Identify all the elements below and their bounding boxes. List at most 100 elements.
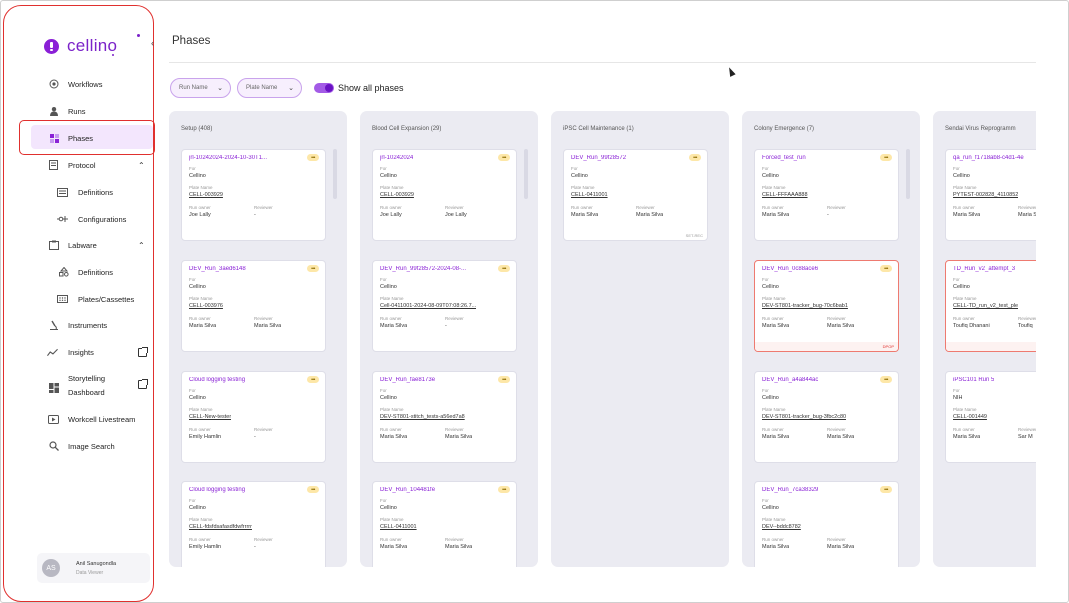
sidebar-item-plates-cassettes[interactable]: Plates/Cassettes — [4, 288, 153, 310]
run-name[interactable]: DEV_Run_3aed6148 — [189, 266, 246, 272]
more-options-icon[interactable]: ••• — [880, 376, 892, 383]
plate-name-link[interactable]: CELL-TD_run_v2_test_ple — [953, 303, 1019, 309]
run-name[interactable]: Cloud logging testing — [189, 487, 246, 493]
sidebar-item-configurations[interactable]: Configurations — [4, 208, 153, 230]
run-owner-label: Run owner — [189, 427, 211, 432]
external-link-icon[interactable] — [138, 346, 148, 357]
chevron-left-icon[interactable]: ‹ — [151, 38, 154, 48]
run-name[interactable]: jrl-10242024-2024-10-30T1... — [189, 155, 268, 161]
chevron-up-icon[interactable]: ⌃ — [138, 240, 145, 250]
run-name[interactable]: DEV_Run_a4a844ac — [762, 377, 819, 383]
plate-name-link[interactable]: CELL-003929 — [189, 192, 223, 198]
external-link-icon[interactable] — [138, 379, 148, 389]
plate-name-link[interactable]: CELL-New-tester — [189, 414, 232, 420]
scrollbar[interactable] — [524, 149, 528, 199]
run-owner-value: Maria Silva — [571, 212, 599, 218]
run-card[interactable]: Forced_test_run For Cellino Plate Name CELL-… — [754, 149, 899, 241]
for-label: For — [380, 166, 387, 171]
run-name[interactable]: DEV_Run_fae8173e — [380, 377, 436, 383]
chevron-up-icon[interactable]: ⌃ — [138, 160, 145, 170]
run-card[interactable]: TD_Run_v2_attempt_3 For Cellino Plate Name C… — [945, 260, 1036, 352]
plate-name-link[interactable]: CELL-003929 — [380, 192, 414, 198]
run-card[interactable]: iPSC101 Run 5 For NIH Plate Name CELL-001449… — [945, 371, 1036, 463]
run-name[interactable]: iPSC101 Run 5 — [953, 377, 995, 383]
plate-name-link[interactable]: DEV-ST801-tracker_bug-70c6bab1 — [762, 303, 848, 309]
run-name[interactable]: DEV_Run_7ca38329 — [762, 487, 819, 493]
plate-name-link[interactable]: CELL-001449 — [953, 414, 987, 420]
run-card[interactable]: jrl-10242024-2024-10-30T1... For Cellino Pl… — [181, 149, 326, 241]
more-options-icon[interactable]: ••• — [498, 376, 510, 383]
run-card[interactable]: DEV_Run_0c88ace6 For Cellino Plate Name DEV-… — [754, 260, 899, 352]
more-options-icon[interactable]: ••• — [880, 265, 892, 272]
plate-name-link[interactable]: DEV-ST801-stitch_tests-a56ed7a8 — [380, 414, 465, 420]
sidebar-item-labware-definitions[interactable]: Definitions — [4, 261, 153, 283]
user-profile[interactable]: AS Anil Sanugondla Data Viewer — [37, 553, 150, 583]
run-card[interactable]: DEV_Run_104481fe For Cellino Plate Name CELL… — [372, 481, 517, 567]
sidebar-item-label: Definitions — [78, 187, 114, 197]
more-options-icon[interactable]: ••• — [307, 486, 319, 493]
sidebar-item-instruments[interactable]: Instruments — [4, 314, 153, 336]
run-name[interactable]: DEV_Run_99f28572 — [571, 155, 627, 161]
sidebar-item-insights[interactable]: Insights — [4, 341, 153, 363]
column-title: Blood Cell Expansion (29) — [372, 126, 442, 132]
plate-name-link[interactable]: CELL-0411001 — [571, 192, 608, 198]
run-card[interactable]: Cloud logging testing For Cellino Plate Nam… — [181, 371, 326, 463]
run-owner-value: Emily Hamlin — [189, 544, 222, 550]
plate-name-link[interactable]: DEV-ST801-tracker_bug-3fbc2c80 — [762, 414, 847, 420]
logo-dot — [137, 34, 140, 37]
plate-name-link[interactable]: CELL-fdsfdsafasdfdwfrrrrr — [189, 524, 252, 530]
run-card[interactable]: DEV_Run_99f28572 For Cellino Plate Name CELL… — [563, 149, 708, 241]
sidebar-item-phases[interactable]: Phases — [4, 127, 153, 149]
run-owner-label: Run owner — [189, 205, 211, 210]
more-options-icon[interactable]: ••• — [498, 154, 510, 161]
more-options-icon[interactable]: ••• — [307, 376, 319, 383]
sidebar-item-runs[interactable]: Runs — [4, 100, 153, 122]
plate-name-link[interactable]: Cell-0411001-2024-08-09T07:08:26.7... — [380, 303, 477, 309]
sidebar-item-label-line2: Dashboard — [68, 388, 105, 397]
run-name[interactable]: DEV_Run_0c88ace6 — [762, 266, 819, 272]
run-card[interactable]: DEV_Run_fae8173e For Cellino Plate Name DEV-… — [372, 371, 517, 463]
run-name[interactable]: DEV_Run_104481fe — [380, 487, 436, 493]
run-card[interactable]: DEV_Run_a4a844ac For Cellino Plate Name DEV-… — [754, 371, 899, 463]
plate-name-filter[interactable]: Plate Name ⌄ — [237, 78, 302, 98]
for-label: For — [953, 166, 960, 171]
sidebar-item-protocol-definitions[interactable]: Definitions — [4, 181, 153, 203]
run-name[interactable]: TD_Run_v2_attempt_3 — [953, 266, 1016, 272]
sidebar-item-image-search[interactable]: Image Search — [4, 435, 153, 457]
sidebar-item-workcell-livestream[interactable]: Workcell Livestream — [4, 408, 153, 430]
more-options-icon[interactable]: ••• — [880, 154, 892, 161]
more-options-icon[interactable]: ••• — [880, 486, 892, 493]
plate-name-link[interactable]: CELL-003976 — [189, 303, 223, 309]
sidebar-item-protocol[interactable]: Protocol ⌃ — [4, 154, 153, 176]
show-all-phases-toggle[interactable] — [314, 83, 334, 93]
run-name-filter[interactable]: Run Name ⌄ — [170, 78, 231, 98]
more-options-icon[interactable]: ••• — [689, 154, 701, 161]
run-card[interactable]: DEV_Run_99f28572-2024-08-... For Cellino Pl… — [372, 260, 517, 352]
plate-name-link[interactable]: CELL-FFFAAA888 — [762, 192, 808, 198]
more-options-icon[interactable]: ••• — [307, 154, 319, 161]
run-name[interactable]: qa_run_f1718ab8-c4d1-4e — [953, 155, 1024, 161]
scrollbar[interactable] — [333, 149, 337, 199]
more-options-icon[interactable]: ••• — [498, 265, 510, 272]
run-name[interactable]: Cloud logging testing — [189, 377, 246, 383]
run-name[interactable]: Forced_test_run — [762, 155, 806, 161]
more-options-icon[interactable]: ••• — [307, 265, 319, 272]
run-card[interactable]: DEV_Run_3aed6148 For Cellino Plate Name CELL… — [181, 260, 326, 352]
plate-name-link[interactable]: DEV--bddc8782 — [762, 524, 801, 530]
search-icon — [48, 441, 59, 452]
run-card[interactable]: DEV_Run_7ca38329 For Cellino Plate Name DEV-… — [754, 481, 899, 567]
sidebar-item-labware[interactable]: Labware ⌃ — [4, 234, 153, 256]
more-options-icon[interactable]: ••• — [498, 486, 510, 493]
reviewer-label: Reviewer — [827, 427, 846, 432]
sidebar-item-storytelling-dashboard[interactable]: Storytelling Dashboard — [4, 373, 153, 403]
plate-name-link[interactable]: PYTEST-002828_4110852 — [953, 192, 1019, 198]
logo[interactable]: cellino — [44, 34, 140, 56]
sidebar-item-workflows[interactable]: Workflows — [4, 73, 153, 95]
run-card[interactable]: jrl-10242024 For Cellino Plate Name CELL-003… — [372, 149, 517, 241]
run-card[interactable]: Cloud logging testing For Cellino Plate Nam… — [181, 481, 326, 567]
scrollbar[interactable] — [906, 149, 910, 199]
run-card[interactable]: qa_run_f1718ab8-c4d1-4e For Cellino Plate N… — [945, 149, 1036, 241]
plate-name-link[interactable]: CELL-0411001 — [380, 524, 417, 530]
run-name[interactable]: DEV_Run_99f28572-2024-08-... — [380, 266, 467, 272]
run-name[interactable]: jrl-10242024 — [380, 155, 414, 161]
